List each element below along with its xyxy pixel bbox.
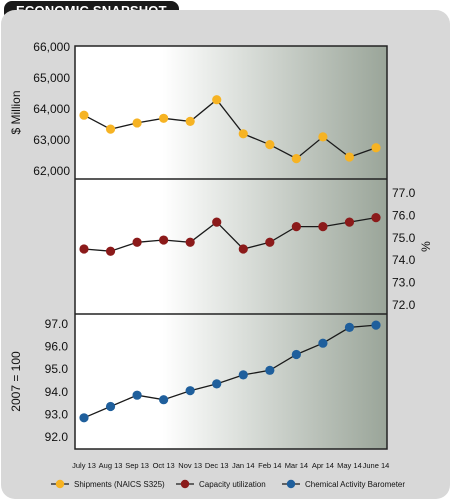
y-tick-label: 63,000 — [33, 133, 70, 147]
data-point — [344, 152, 355, 162]
data-point — [212, 217, 222, 227]
y-tick-label: 72.0 — [392, 298, 416, 312]
data-point — [371, 143, 381, 153]
y-axis-label: $ Million — [9, 90, 23, 134]
y-tick-label: 76.0 — [392, 208, 416, 222]
data-point — [105, 401, 116, 412]
data-point — [132, 118, 142, 128]
data-point — [105, 124, 116, 134]
y-tick-label: 96.0 — [45, 340, 69, 354]
y-tick-label: 64,000 — [33, 102, 70, 116]
data-point — [318, 132, 328, 142]
legend-marker — [180, 479, 190, 489]
data-point — [185, 116, 195, 126]
x-tick-label: June 14 — [363, 461, 390, 470]
data-point — [318, 338, 328, 348]
data-point — [185, 386, 195, 396]
data-point — [212, 379, 222, 389]
x-tick-label: Oct 13 — [153, 461, 175, 470]
data-point — [344, 217, 355, 227]
data-point — [371, 320, 381, 330]
data-point — [159, 395, 169, 405]
x-tick-label: Feb 14 — [258, 461, 281, 470]
plot-area — [75, 46, 387, 449]
data-point — [265, 140, 275, 150]
y-tick-label: 93.0 — [45, 407, 69, 421]
data-point — [291, 154, 301, 164]
y-tick-label: 92.0 — [45, 430, 69, 444]
data-point — [159, 113, 169, 123]
y-axis-label: % — [419, 241, 433, 252]
y-tick-label: 77.0 — [392, 186, 416, 200]
x-tick-label: Mar 14 — [285, 461, 308, 470]
x-tick-label: Jan 14 — [232, 461, 255, 470]
data-point — [132, 237, 142, 247]
x-tick-label: May 14 — [337, 461, 362, 470]
y-tick-label: 65,000 — [33, 71, 70, 85]
data-point — [79, 413, 89, 423]
data-point — [318, 222, 328, 232]
legend-label: Chemical Activity Barometer — [305, 480, 405, 489]
y-tick-label: 66,000 — [33, 40, 70, 54]
data-point — [238, 370, 248, 380]
data-point — [371, 213, 381, 223]
y-axis-label: 2007 = 100 — [9, 351, 23, 412]
y-tick-label: 73.0 — [392, 276, 416, 290]
data-point — [265, 365, 275, 375]
series-line — [83, 324, 377, 419]
x-tick-label: Dec 13 — [205, 461, 229, 470]
data-point — [79, 244, 89, 254]
data-point — [291, 349, 301, 360]
data-point — [159, 235, 169, 245]
legend-label: Shipments (NAICS S325) — [74, 480, 165, 489]
data-point — [291, 222, 301, 232]
plot-frame — [74, 45, 388, 450]
data-point — [105, 246, 116, 256]
y-tick-label: 95.0 — [45, 362, 69, 376]
data-point — [344, 322, 355, 332]
data-point — [185, 237, 195, 247]
data-point — [212, 95, 222, 105]
x-tick-label: Apr 14 — [312, 461, 334, 470]
legend-marker — [286, 479, 296, 489]
x-tick-label: Nov 13 — [178, 461, 202, 470]
data-point — [79, 110, 89, 120]
legend-marker — [55, 479, 65, 489]
data-point — [132, 390, 142, 400]
y-tick-label: 75.0 — [392, 231, 416, 245]
legend-label: Capacity utilization — [199, 480, 266, 489]
data-point — [238, 129, 248, 139]
y-tick-label: 74.0 — [392, 253, 416, 267]
y-tick-label: 62,000 — [33, 164, 70, 178]
data-point — [238, 244, 248, 254]
y-tick-label: 97.0 — [45, 317, 69, 331]
data-point — [265, 237, 275, 247]
x-tick-label: Sep 13 — [125, 461, 149, 470]
y-tick-label: 94.0 — [45, 385, 69, 399]
x-tick-label: July 13 — [72, 461, 96, 470]
x-tick-label: Aug 13 — [99, 461, 123, 470]
